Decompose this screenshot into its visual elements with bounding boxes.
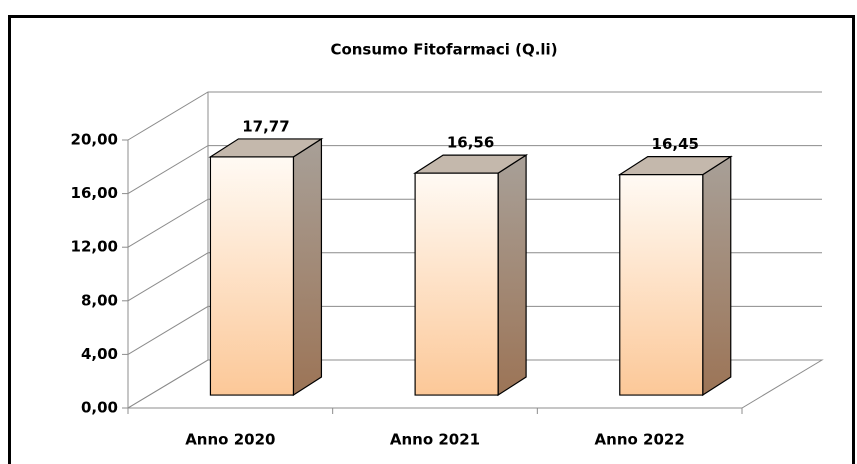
- bar-front: [209, 156, 295, 396]
- grid-line: [127, 252, 822, 302]
- bar-side: [497, 154, 527, 397]
- y-tick-label: 12,00: [71, 238, 118, 256]
- bar: [617, 155, 733, 397]
- y-tick-label: 16,00: [71, 184, 118, 202]
- bar-side: [702, 155, 732, 397]
- value-label: 16,45: [652, 135, 699, 153]
- grid-line: [127, 359, 822, 409]
- value-label: 17,77: [242, 117, 289, 135]
- y-tick-label: 20,00: [71, 131, 118, 149]
- y-tick-label: 0,00: [81, 399, 118, 417]
- bar-front: [619, 174, 704, 396]
- grid-line: [127, 145, 822, 195]
- y-tick-label: 8,00: [81, 291, 118, 309]
- x-tick-label: Anno 2020: [185, 431, 275, 449]
- bar: [208, 137, 324, 397]
- x-tick-label: Anno 2021: [390, 431, 480, 449]
- bar-front: [414, 172, 499, 396]
- grid-line: [127, 198, 822, 248]
- grid-line: [127, 305, 822, 355]
- bar: [413, 154, 529, 397]
- chart-title: Consumo Fitofarmaci (Q.li): [330, 41, 557, 59]
- bar-side: [292, 137, 323, 397]
- value-label: 16,56: [447, 134, 494, 152]
- grid-line: [127, 91, 822, 141]
- y-tick-label: 4,00: [81, 345, 118, 363]
- x-tick-label: Anno 2022: [595, 431, 685, 449]
